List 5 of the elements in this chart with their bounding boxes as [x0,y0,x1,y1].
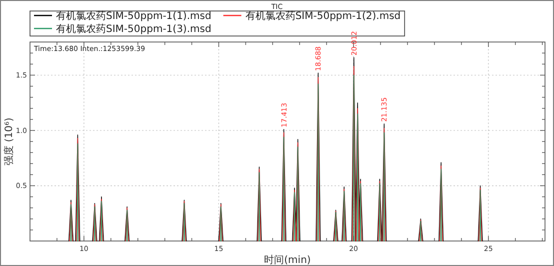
legend-label: 有机氯农药SIM-50ppm-1(2).msd [245,10,401,22]
legend-label: 有机氯农药SIM-50ppm-1(3).msd [56,23,212,35]
y-axis-title: 强度 (10⁶) [3,118,15,166]
legend-label: 有机氯农药SIM-50ppm-1(1).msd [56,10,212,22]
x-axis-title: 时间(min) [264,254,311,266]
